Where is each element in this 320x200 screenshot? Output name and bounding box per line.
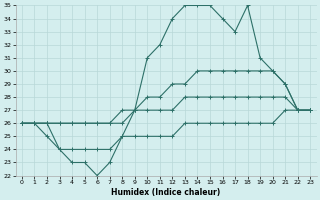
X-axis label: Humidex (Indice chaleur): Humidex (Indice chaleur) <box>111 188 221 197</box>
